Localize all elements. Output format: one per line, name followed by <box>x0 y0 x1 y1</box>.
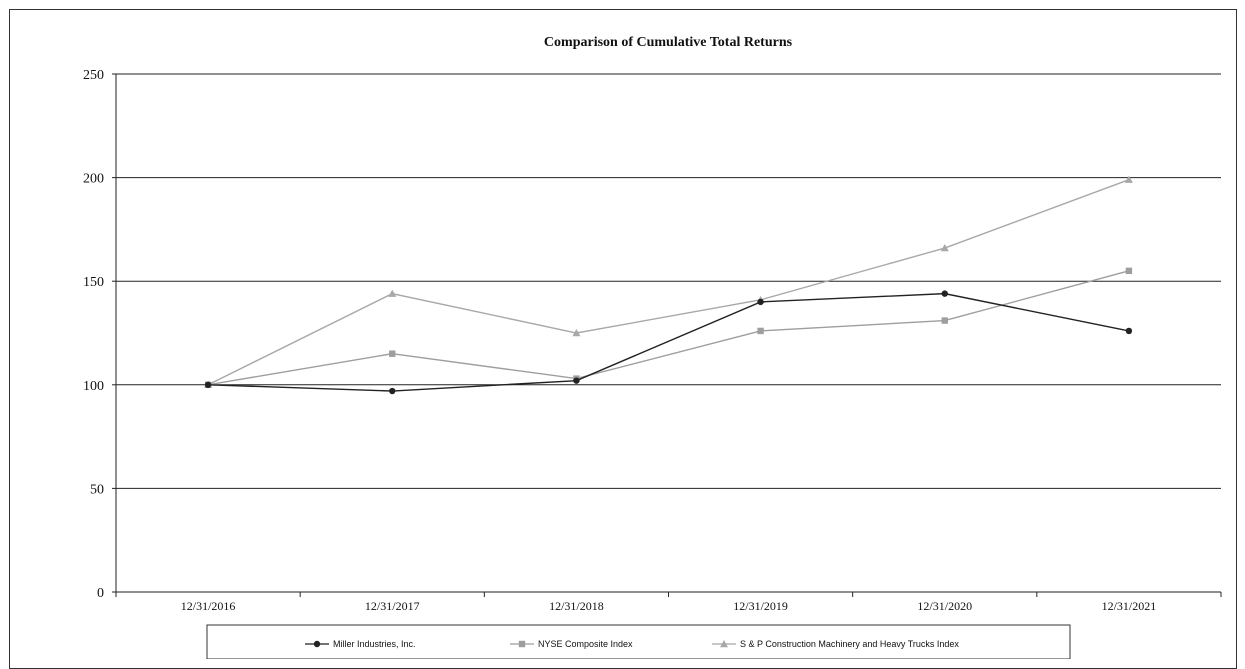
series-line <box>207 179 1130 386</box>
legend-box <box>206 624 1071 659</box>
y-tick-label: 150 <box>83 275 104 290</box>
y-tick-label: 200 <box>83 172 104 187</box>
data-point <box>941 290 948 297</box>
data-point <box>940 244 949 252</box>
x-tick-label: 12/31/2019 <box>733 599 788 613</box>
data-point <box>1125 327 1133 335</box>
data-point <box>204 381 212 388</box>
x-tick-label: 12/31/2016 <box>181 599 236 613</box>
legend-label: NYSE Composite Index <box>538 639 633 649</box>
data-point <box>389 350 396 357</box>
series-line <box>208 292 1130 392</box>
legend-label: Miller Industries, Inc. <box>333 639 416 649</box>
legend-label: S & P Construction Machinery and Heavy T… <box>740 639 959 649</box>
legend-marker <box>313 640 321 648</box>
legend-marker <box>720 640 728 648</box>
data-point <box>941 317 948 324</box>
data-point <box>1124 175 1133 183</box>
data-point <box>389 387 396 395</box>
chart-title: Comparison of Cumulative Total Returns <box>544 35 793 50</box>
legend-entry: NYSE Composite Index <box>510 639 633 649</box>
series-2 <box>204 175 1133 388</box>
data-point <box>757 298 764 306</box>
legend-entry: Miller Industries, Inc. <box>305 639 416 649</box>
series-1 <box>204 267 1133 388</box>
y-tick-labels: 0 50 100 150 200 250 <box>83 68 104 601</box>
legend-entry: S & P Construction Machinery and Heavy T… <box>712 639 959 649</box>
x-tick-label: 12/31/2021 <box>1102 599 1157 613</box>
y-tick-label: 100 <box>83 379 104 394</box>
gridlines <box>116 73 1221 489</box>
chart-frame <box>9 9 1237 669</box>
legend: Miller Industries, Inc. NYSE Composite In… <box>206 624 1071 659</box>
series-line <box>207 270 1130 386</box>
series-0 <box>204 290 1133 395</box>
legend-marker <box>518 640 526 648</box>
x-tick-label: 12/31/2020 <box>917 599 972 613</box>
data-point <box>388 289 397 297</box>
y-tick-label: 0 <box>97 586 104 601</box>
x-tick-label: 12/31/2017 <box>365 599 420 613</box>
axes <box>112 73 1222 597</box>
y-tick-label: 50 <box>90 482 104 497</box>
data-point <box>573 377 580 384</box>
x-tick-label: 12/31/2018 <box>549 599 604 613</box>
data-point <box>757 327 764 335</box>
y-tick-label: 250 <box>83 68 104 83</box>
x-tick-labels: 12/31/2016 12/31/2017 12/31/2018 12/31/2019… <box>181 599 1157 613</box>
data-point <box>572 329 581 337</box>
series-layer <box>204 175 1133 395</box>
data-point <box>1125 267 1133 275</box>
